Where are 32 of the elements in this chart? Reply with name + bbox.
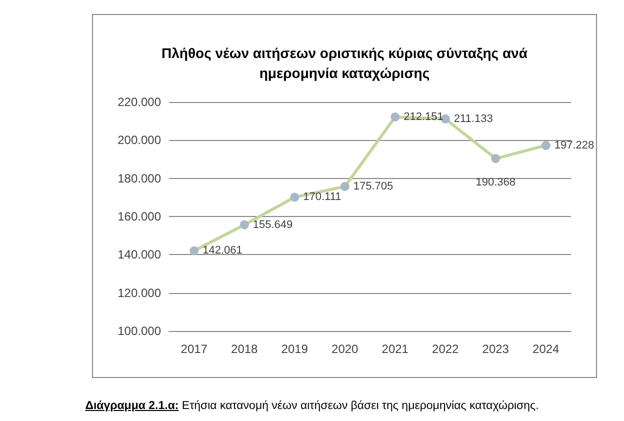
y-tick-label: 180.000 <box>118 171 162 186</box>
point <box>240 220 249 230</box>
y-tick-label: 140.000 <box>118 248 162 262</box>
x-tick-label: 2021 <box>382 342 409 356</box>
y-tick-label: 220.000 <box>118 95 162 109</box>
point <box>190 246 199 256</box>
data-label: 211.133 <box>454 112 493 125</box>
data-label: 212.151 <box>404 110 444 123</box>
y-tick-label: 100.000 <box>118 324 162 338</box>
point <box>340 182 350 192</box>
x-tick-label: 2023 <box>482 342 510 356</box>
data-label: 190.368 <box>476 176 516 189</box>
text: Διάγραμμα 2.1.α: Ετήσια κατανομή νέων αιτήσεων βάσει της ημερομηνίας καταχώρισης. <box>84 400 540 412</box>
y-tick-label: 120.000 <box>118 286 162 300</box>
data-label: 197.228 <box>554 139 594 152</box>
x-tick-label: 2018 <box>231 342 258 356</box>
data-label: 175.705 <box>353 180 394 193</box>
x-tick-label: 2020 <box>332 342 359 356</box>
data-label: 170.111 <box>303 191 342 204</box>
point <box>541 140 550 150</box>
y-tick-label: 200.000 <box>118 133 162 148</box>
x-tick-label: 2022 <box>432 342 460 356</box>
x-tick-label: 2017 <box>180 342 208 356</box>
point <box>290 192 300 202</box>
x-tick-label: 2019 <box>281 342 308 356</box>
chart-title: Πλήθος νέων αιτήσεων οριστικής κύριας σύνταξης ανά ημερομηνία καταχώρισης <box>160 44 528 83</box>
point <box>390 112 400 122</box>
y-tick-label: 160.000 <box>118 210 162 224</box>
x-tick-label: 2024 <box>532 342 560 356</box>
data-label: 155.649 <box>252 218 293 231</box>
point <box>491 154 500 164</box>
data-label: 142.061 <box>202 244 242 257</box>
